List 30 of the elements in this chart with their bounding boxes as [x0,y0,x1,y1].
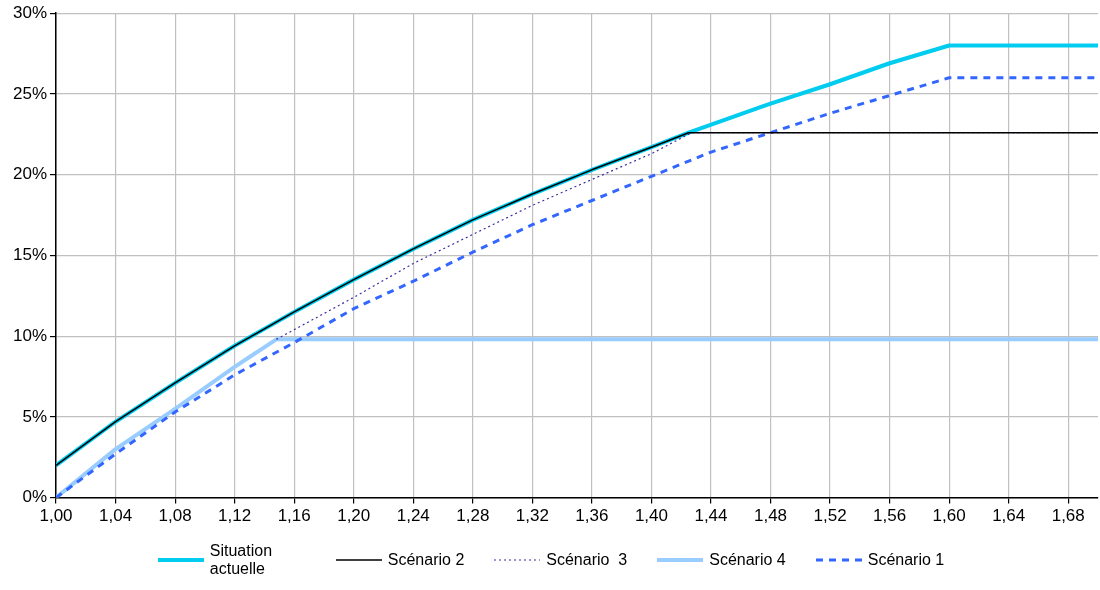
x-tick-label: 1,40 [634,506,668,526]
x-tick-label: 1,60 [932,506,966,526]
x-tick-label: 1,68 [1051,506,1085,526]
x-tick-label: 1,20 [337,506,371,526]
x-tick-label: 1,32 [515,506,549,526]
y-tick-label: 25% [12,83,48,103]
x-tick-label: 1,00 [39,506,73,526]
x-tick-label: 1,12 [218,506,252,526]
legend-label: Scénario 1 [867,551,945,569]
y-tick-label: 5% [22,406,48,426]
y-tick-label: 15% [12,245,48,265]
x-tick-label: 1,04 [99,506,133,526]
legend-label: Scénario 4 [709,551,786,569]
x-tick-label: 1,08 [158,506,192,526]
x-tick-label: 1,48 [753,506,788,526]
legend-label: Situation actuelle [209,542,274,578]
x-tick-label: 1,16 [277,506,311,526]
x-tick-label: 1,36 [575,506,609,526]
x-tick-label: 1,28 [456,506,490,526]
legend-label: Scénario 2 [387,551,465,569]
y-tick-label: 0% [22,487,48,507]
y-tick-label: 10% [12,325,48,345]
x-tick-label: 1,64 [992,506,1026,526]
x-tick-label: 1,44 [694,506,728,526]
y-tick-label: 20% [12,164,48,184]
y-tick-label: 30% [12,2,48,22]
legend-label: Scénario 3 [546,551,628,569]
x-tick-label: 1,56 [873,506,907,526]
x-tick-label: 1,52 [813,506,847,526]
x-tick-label: 1,24 [396,506,430,526]
